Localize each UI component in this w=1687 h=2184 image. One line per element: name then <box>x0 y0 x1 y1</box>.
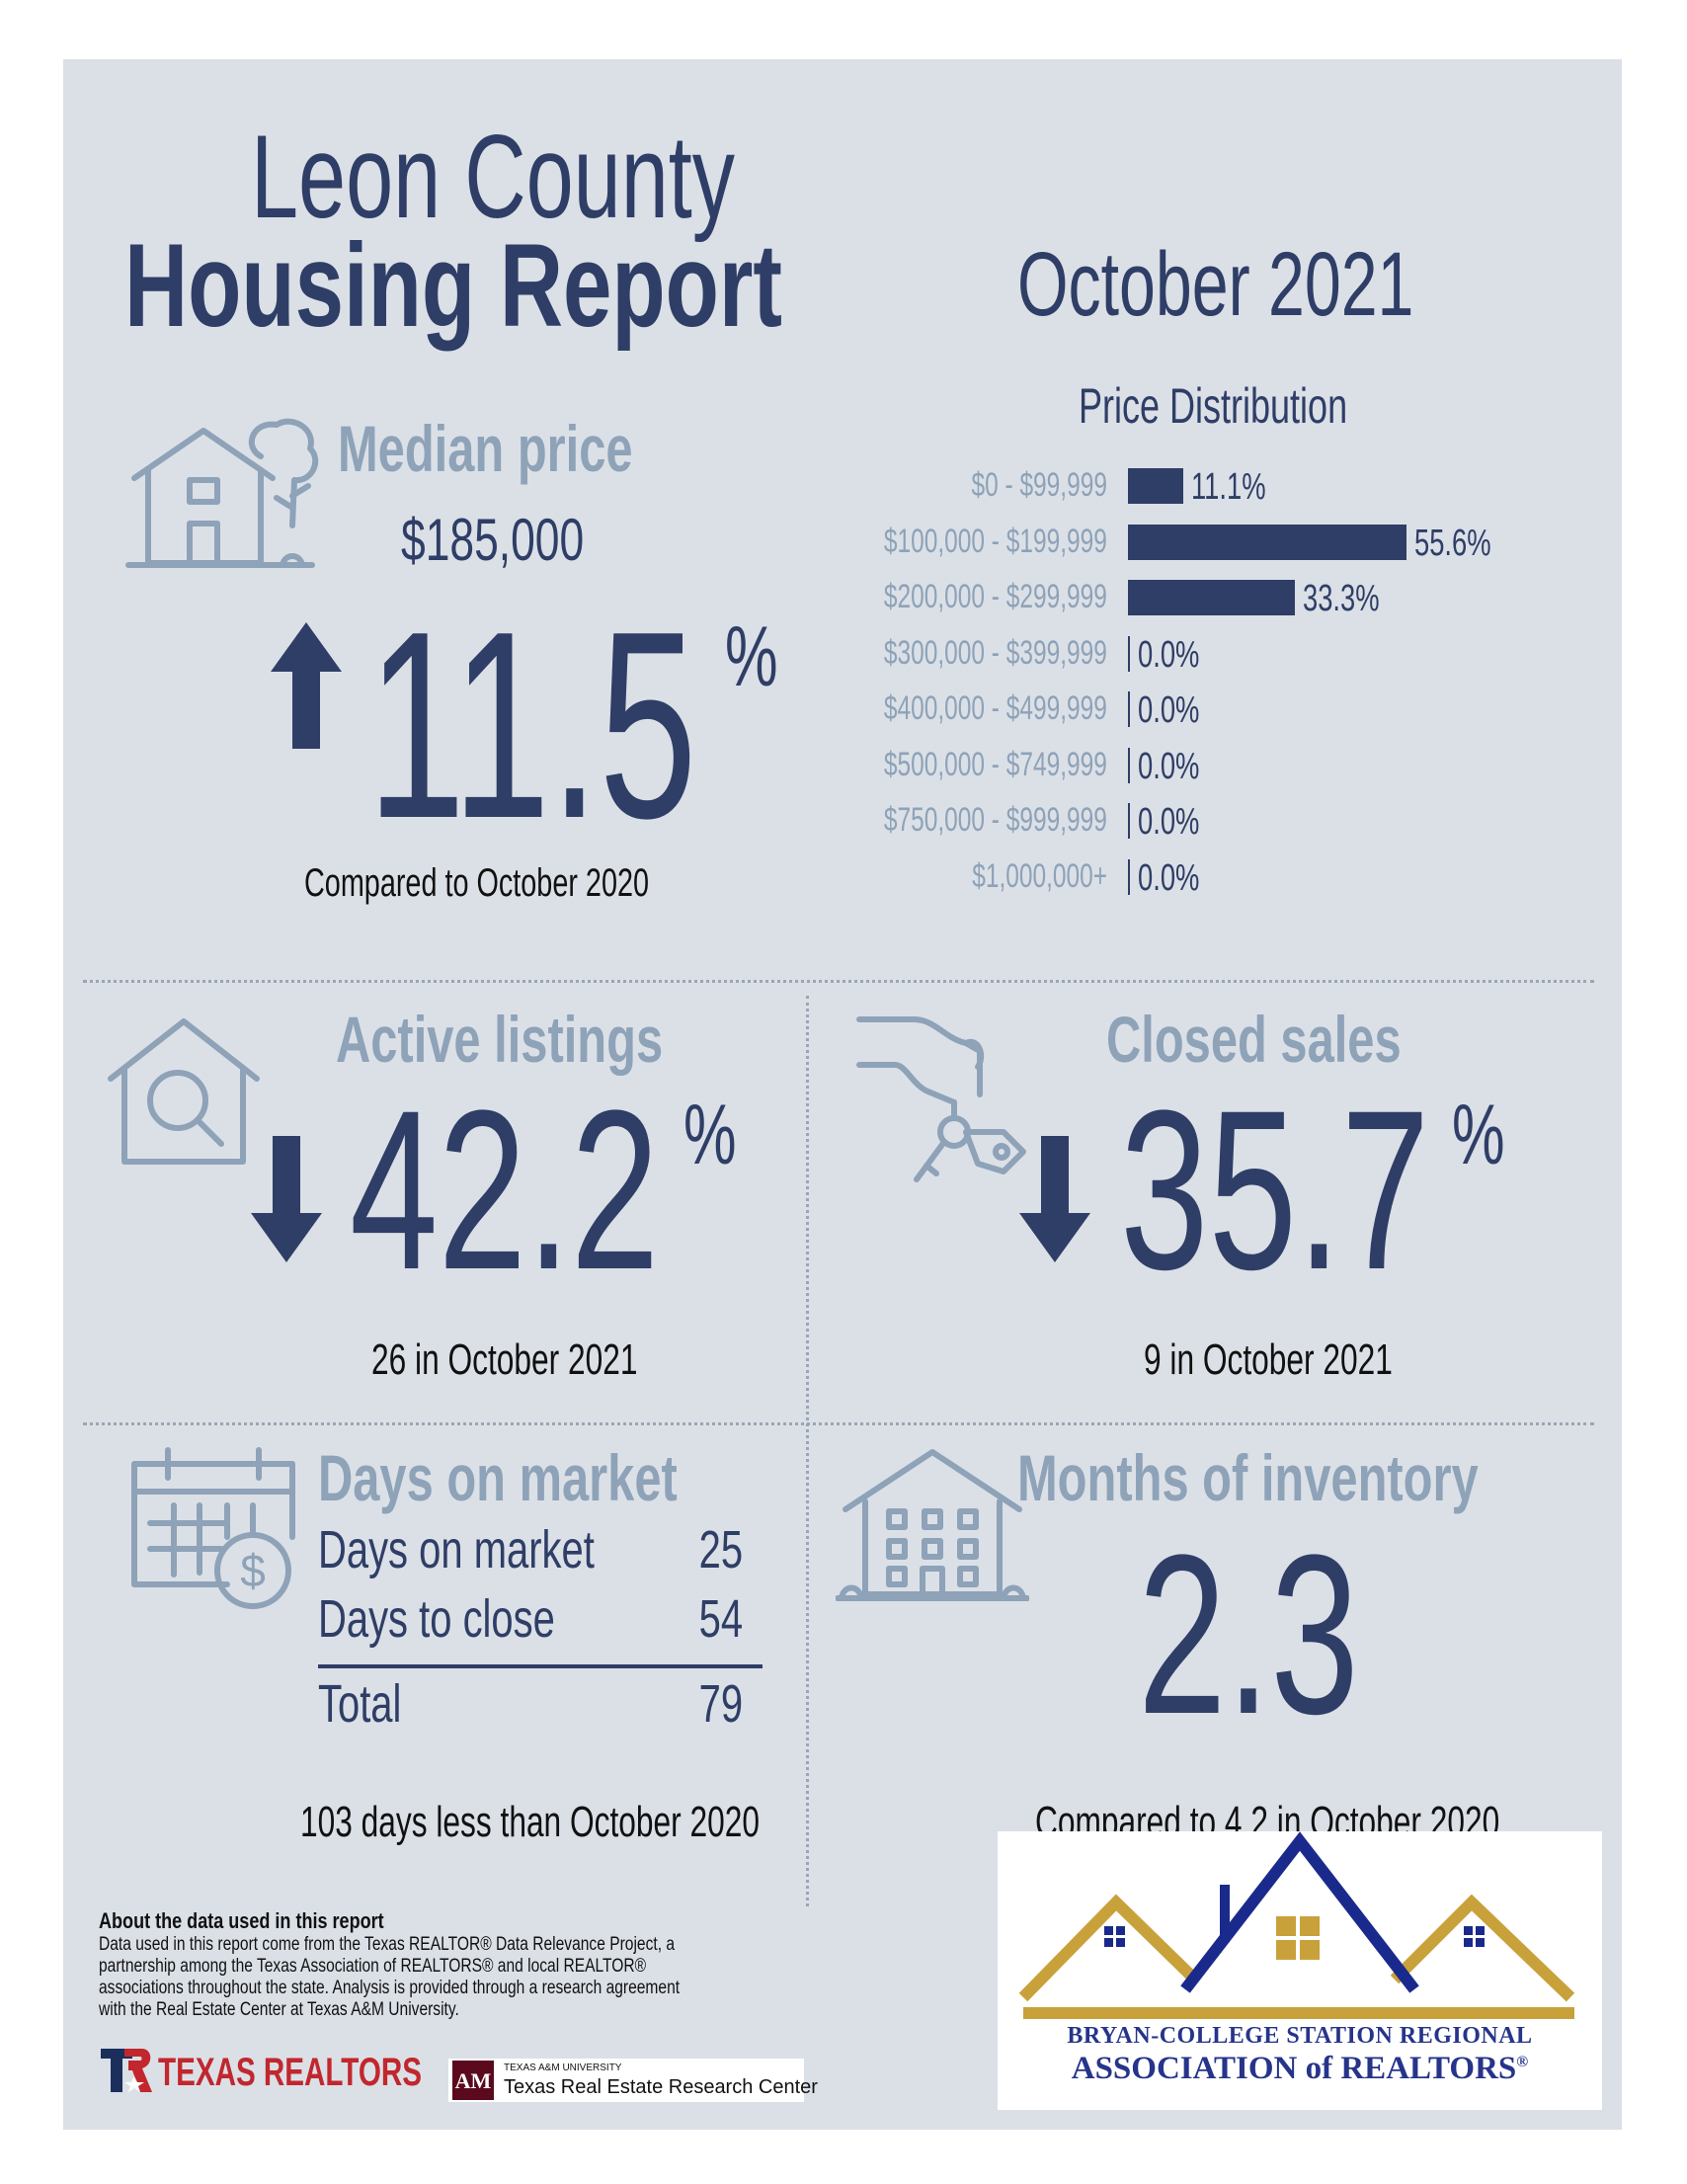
closed-sales-title: Closed sales <box>1106 1003 1402 1076</box>
dom-total-value: 79 <box>698 1674 743 1734</box>
about-line: associations throughout the state. Analy… <box>99 1978 681 1998</box>
closed-sales-subtext: 9 in October 2021 <box>1144 1335 1393 1384</box>
price-range-label: $400,000 - $499,999 <box>884 689 1107 727</box>
title-housing-report: Housing Report <box>124 219 782 352</box>
divider-horizontal <box>83 980 1594 983</box>
price-distribution-value: 11.1% <box>1191 466 1266 508</box>
price-range-label: $100,000 - $199,999 <box>884 522 1107 560</box>
price-distribution-value: 0.0% <box>1138 745 1200 787</box>
median-price-value: $185,000 <box>401 507 585 573</box>
price-distribution-row: $400,000 - $499,999 0.0% <box>63 689 1622 731</box>
arrow-up-icon <box>271 622 342 749</box>
apartment-building-icon <box>836 1449 1029 1601</box>
bcs-logo-line2: ASSOCIATION of REALTORS® <box>998 2051 1602 2087</box>
texas-realtors-logo-text: TEXAS REALTORS <box>158 2051 422 2094</box>
price-distribution-value: 0.0% <box>1138 801 1200 843</box>
price-distribution-bar <box>1128 747 1130 783</box>
divider-vertical <box>806 996 809 1906</box>
dom-row-label: Days to close <box>318 1589 555 1649</box>
price-distribution-title: Price Distribution <box>1079 378 1348 434</box>
about-line: Data used in this report come from the T… <box>99 1934 676 1955</box>
dom-row-days-on-market: Days on market 25 <box>318 1519 743 1582</box>
price-distribution-bar <box>1128 635 1130 672</box>
price-range-label: $300,000 - $399,999 <box>884 633 1107 672</box>
svg-text:$: $ <box>240 1545 266 1596</box>
price-distribution-row: $100,000 - $199,999 55.6% <box>63 522 1622 564</box>
price-distribution-value: 0.0% <box>1138 633 1200 676</box>
about-line: with the Real Estate Center at Texas A&M… <box>99 1999 459 2020</box>
days-on-market-title: Days on market <box>318 1441 678 1514</box>
median-price-compare: Compared to October 2020 <box>304 861 650 905</box>
dom-row-days-to-close: Days to close 54 <box>318 1588 743 1652</box>
price-distribution-bar <box>1128 803 1130 839</box>
price-distribution-row: $300,000 - $399,999 0.0% <box>63 633 1622 676</box>
price-range-label: $1,000,000+ <box>972 856 1107 895</box>
tamu-logo <box>448 2059 804 2102</box>
title-county: Leon County <box>251 111 735 243</box>
months-inventory-value: 2.3 <box>1138 1507 1359 1761</box>
house-search-icon <box>108 1018 260 1165</box>
closed-sales-change: 35.7 <box>1120 1063 1430 1317</box>
median-price-change-unit: % <box>725 609 778 704</box>
dom-row-value: 25 <box>698 1520 743 1579</box>
dom-total-label: Total <box>318 1674 402 1734</box>
median-price-title: Median price <box>338 412 633 485</box>
dom-row-value: 54 <box>698 1589 743 1649</box>
price-distribution-bar <box>1128 858 1130 895</box>
closed-sales-change-unit: % <box>1452 1088 1505 1182</box>
days-on-market-compare: 103 days less than October 2020 <box>300 1798 760 1846</box>
price-distribution-value: 55.6% <box>1414 522 1491 564</box>
price-distribution-bar <box>1128 580 1295 615</box>
price-range-label: $500,000 - $749,999 <box>884 745 1107 783</box>
registered-mark: ® <box>1516 2054 1529 2070</box>
active-listings-title: Active listings <box>336 1003 664 1076</box>
calendar-dollar-icon: $ <box>131 1447 295 1609</box>
months-inventory-title: Months of inventory <box>1017 1441 1479 1514</box>
price-distribution-row: $200,000 - $299,999 33.3% <box>63 578 1622 619</box>
texas-realtors-logo-icon <box>101 2049 152 2092</box>
price-distribution-bar <box>1128 691 1130 727</box>
svg-text:AM: AM <box>455 2068 492 2093</box>
price-distribution-row: $500,000 - $749,999 0.0% <box>63 745 1622 787</box>
tamu-logo-text: Texas Real Estate Research Center <box>504 2076 818 2098</box>
dom-total-rule <box>318 1664 763 1668</box>
hand-keys-icon <box>856 1016 1026 1182</box>
tamu-logo-small-text: TEXAS A&M UNIVERSITY <box>504 2063 622 2073</box>
price-range-label: $750,000 - $999,999 <box>884 801 1107 839</box>
bcs-realtors-logo: BRYAN-COLLEGE STATION REGIONAL ASSOCIATI… <box>998 1831 1602 2110</box>
house-tree-icon <box>125 418 319 568</box>
about-heading: About the data used in this report <box>99 1908 384 1933</box>
divider-horizontal <box>83 1422 1594 1425</box>
price-distribution-row: $0 - $99,999 11.1% <box>63 466 1622 508</box>
houses-roof-icon <box>1018 1831 1575 2019</box>
report-month: October 2021 <box>1017 234 1414 335</box>
about-line: partnership among the Texas Association … <box>99 1956 647 1977</box>
tamu-emblem-icon: AM <box>452 2061 494 2100</box>
price-range-label: $0 - $99,999 <box>971 466 1107 504</box>
report-panel: Leon County Housing Report October 2021 … <box>63 59 1622 2130</box>
active-listings-change-unit: % <box>683 1088 737 1182</box>
price-distribution-bar <box>1128 468 1183 504</box>
price-distribution-value: 0.0% <box>1138 689 1200 731</box>
price-distribution-row: $750,000 - $999,999 0.0% <box>63 801 1622 843</box>
price-distribution-value: 0.0% <box>1138 856 1200 899</box>
dom-row-label: Days on market <box>318 1520 595 1579</box>
price-range-label: $200,000 - $299,999 <box>884 578 1107 615</box>
bcs-logo-line1: BRYAN-COLLEGE STATION REGIONAL <box>1067 2023 1533 2049</box>
price-distribution-bar <box>1128 524 1406 560</box>
median-price-change: 11.5 <box>367 577 697 874</box>
active-listings-change: 42.2 <box>350 1063 660 1317</box>
arrow-down-icon <box>251 1136 322 1262</box>
dom-row-total: Total 79 <box>318 1673 743 1737</box>
price-distribution-row: $1,000,000+ 0.0% <box>63 856 1622 899</box>
active-listings-subtext: 26 in October 2021 <box>371 1335 638 1384</box>
price-distribution-value: 33.3% <box>1303 578 1380 619</box>
arrow-down-icon <box>1019 1136 1090 1262</box>
bcs-logo-name: ASSOCIATION of REALTORS <box>1071 2051 1517 2086</box>
